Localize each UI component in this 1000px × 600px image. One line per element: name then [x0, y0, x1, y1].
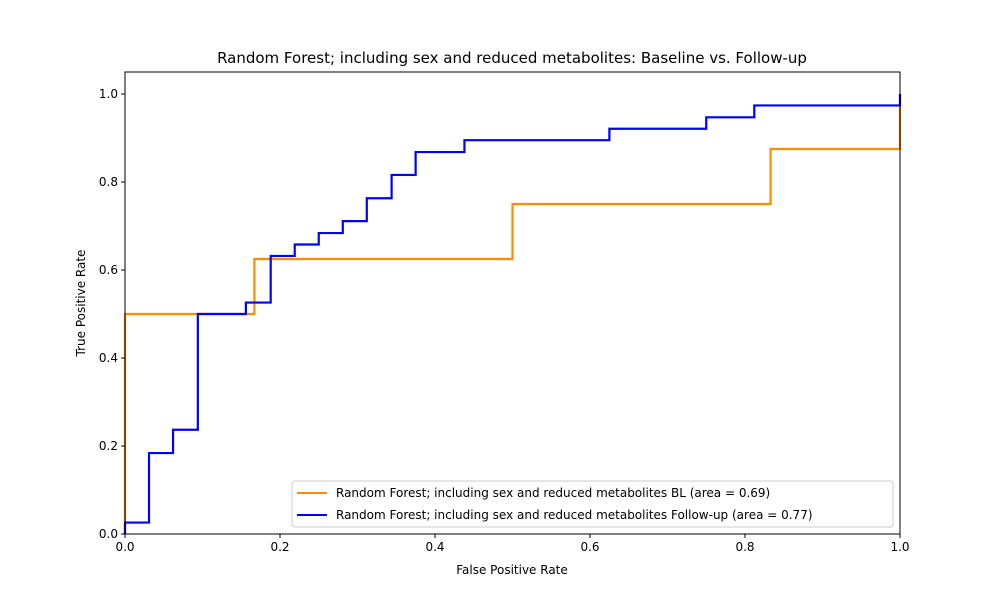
- series-layer: [123, 94, 902, 534]
- y-axis-ticks: 0.0 0.2 0.4 0.6 0.8 1.0: [99, 87, 125, 541]
- y-tick-label: 0.0: [99, 527, 118, 541]
- x-tick-label: 1.0: [890, 540, 909, 554]
- y-axis-label: True Positive Rate: [74, 250, 88, 358]
- x-tick-label: 0.0: [115, 540, 134, 554]
- x-tick-label: 0.6: [580, 540, 599, 554]
- y-tick-label: 0.2: [99, 439, 118, 453]
- series-line-0: [123, 94, 902, 534]
- x-axis-label: False Positive Rate: [456, 563, 568, 577]
- legend: Random Forest; including sex and reduced…: [291, 480, 894, 528]
- chart-title: Random Forest; including sex and reduced…: [217, 49, 807, 67]
- x-tick-label: 0.4: [425, 540, 444, 554]
- series-line-1: [123, 94, 902, 534]
- y-tick-label: 1.0: [99, 87, 118, 101]
- x-tick-label: 0.8: [735, 540, 754, 554]
- legend-label-follow-up: Random Forest; including sex and reduced…: [336, 508, 813, 522]
- plot-frame: [124, 71, 901, 535]
- x-axis-ticks: 0.0 0.2 0.4 0.6 0.8 1.0: [115, 534, 910, 554]
- legend-label-bl: Random Forest; including sex and reduced…: [336, 486, 770, 500]
- legend-box: [291, 480, 894, 528]
- y-tick-label: 0.6: [99, 263, 118, 277]
- y-tick-label: 0.4: [99, 351, 118, 365]
- y-tick-label: 0.8: [99, 175, 118, 189]
- x-tick-label: 0.2: [270, 540, 289, 554]
